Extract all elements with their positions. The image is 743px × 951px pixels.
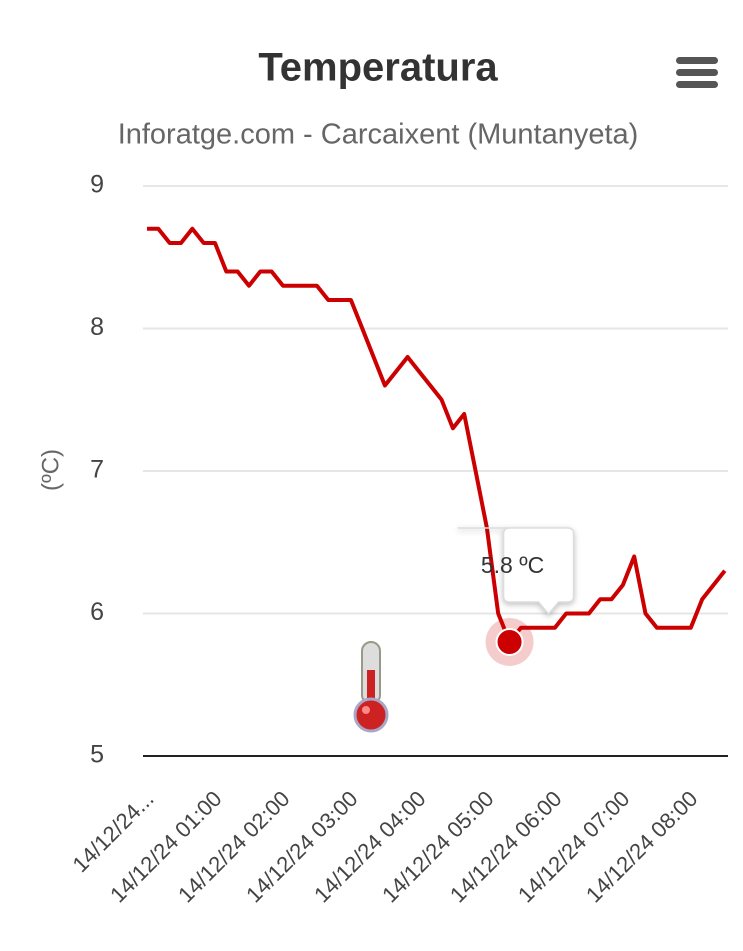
menu-button[interactable]: [676, 57, 718, 88]
data-point: [495, 628, 524, 656]
y-tick-label: 8: [90, 313, 104, 341]
chart-subtitle: Inforatge.com - Carcaixent (Muntanyeta): [118, 119, 639, 151]
chart-title: Temperatura: [258, 46, 498, 90]
tooltip: 5.8 ºC: [457, 527, 575, 616]
y-tick-label: 7: [90, 456, 104, 484]
menu-bar[interactable]: [676, 57, 718, 64]
tooltip-box: [457, 527, 575, 616]
menu-bar[interactable]: [676, 81, 718, 88]
thermometer-icon: [353, 641, 389, 733]
y-tick-label: 5: [90, 741, 104, 769]
data-line: [147, 226, 727, 644]
menu-bar[interactable]: [676, 69, 718, 76]
tooltip-label: 5.8 ºC: [481, 552, 544, 578]
y-tick-label: 9: [90, 171, 104, 199]
y-axis-title: (ºC): [37, 449, 64, 491]
y-tick-label: 6: [90, 598, 104, 626]
